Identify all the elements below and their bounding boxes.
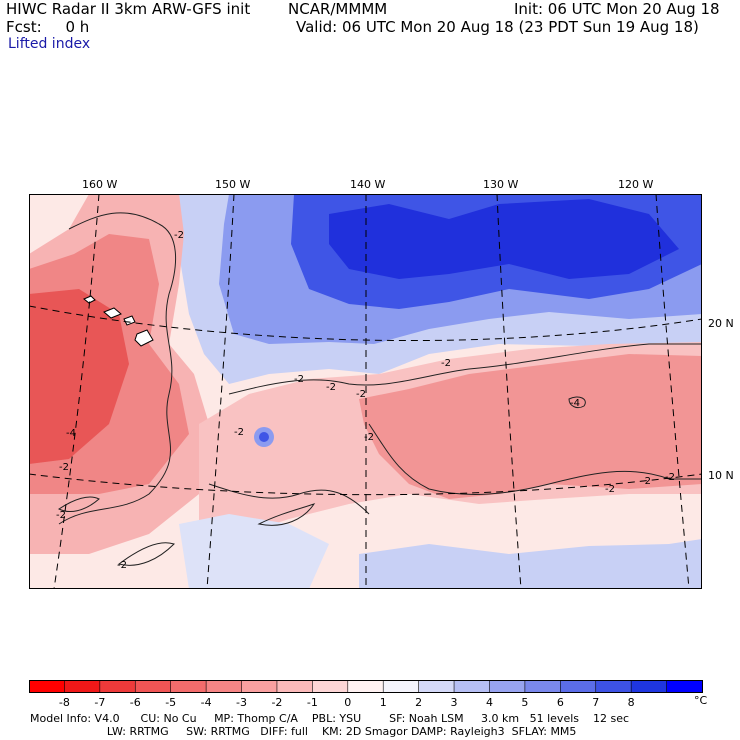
map-frame (29, 194, 702, 589)
contour-label: -4 (570, 398, 580, 409)
colorbar-tick-label: 1 (379, 696, 387, 709)
colorbar-cell (206, 680, 243, 693)
colorbar-tick-label: -8 (58, 696, 70, 709)
colorbar-tick-label: 0 (344, 696, 352, 709)
colorbar-cell (276, 680, 313, 693)
colorbar-tick-label: 8 (627, 696, 635, 709)
contour-label: -2 (605, 484, 615, 495)
contour-label: -2 (641, 476, 651, 487)
contour-label: -2 (364, 432, 374, 443)
valid-time: Valid: 06 UTC Mon 20 Aug 18 (23 PDT Sun … (296, 18, 699, 36)
colorbar-tick-label: 3 (450, 696, 458, 709)
colorbar-cell (524, 680, 561, 693)
lon-label-130w: 130 W (483, 178, 519, 191)
lifted-index-map: -2 -2 -2 -2 -2 -2 -2 -2 -2 -2 -4 -4 -2 -… (29, 194, 702, 589)
source-label: NCAR/MMMM (288, 0, 388, 18)
stable-region-south (359, 539, 702, 589)
unstable-region-west-deep (29, 289, 129, 464)
init-time: Init: 06 UTC Mon 20 Aug 18 (514, 0, 720, 18)
colorbar-cell (595, 680, 632, 693)
lon-label-120w: 120 W (618, 178, 654, 191)
colorbar-tick-label: 4 (485, 696, 493, 709)
colorbar-cell (347, 680, 384, 693)
colorbar-cell (666, 680, 703, 693)
lon-label-140w: 140 W (350, 178, 386, 191)
contour-label: -2 (117, 560, 127, 571)
colorbar-cell (454, 680, 490, 693)
graticule (29, 194, 702, 589)
field-name: Lifted index (8, 36, 91, 52)
colorbar-cell (135, 680, 172, 693)
colorbar-cell (489, 680, 526, 693)
contour-label: -2 (356, 389, 366, 400)
colorbar-tick-label: -6 (129, 696, 141, 709)
colorbar-cell (241, 680, 278, 693)
lon-label-160w: 160 W (82, 178, 118, 191)
colorbar-tick-label: -1 (306, 696, 318, 709)
colorbar-tick-label: 7 (592, 696, 600, 709)
colorbar-cell (418, 680, 455, 693)
stable-region-core (329, 199, 679, 279)
colorbar-cell (99, 680, 136, 693)
colorbar (29, 680, 703, 693)
contour-label: -2 (174, 230, 184, 241)
contour-label: -4 (66, 428, 76, 439)
colorbar-tick-label: -4 (200, 696, 212, 709)
lat-label-10n: 10 N (708, 469, 734, 482)
forecast-hour: Fcst: 0 h (6, 18, 90, 36)
colorbar-cell (170, 680, 207, 693)
contour-label: -2 (294, 374, 304, 385)
contour-label: -2 (56, 510, 66, 521)
colorbar-cell (312, 680, 349, 693)
stable-region-south-west (179, 514, 329, 589)
colorbar-tick-label: 2 (415, 696, 423, 709)
colorbar-cell (631, 680, 668, 693)
hawaiian-islands (83, 295, 154, 347)
colorbar-tick-label: -2 (271, 696, 283, 709)
colorbar-cell (560, 680, 597, 693)
unstable-band (359, 354, 702, 499)
colorbar-cell (64, 680, 101, 693)
contour-label: -2 (59, 462, 69, 473)
stable-spot-core (259, 432, 269, 442)
contour-label: -2 (234, 427, 244, 438)
contour-label: -2 (441, 358, 451, 369)
model-info-line2: LW: RRTMG SW: RRTMG DIFF: full KM: 2D Sm… (30, 725, 577, 738)
colorbar-tick-label: -7 (94, 696, 106, 709)
contour-label: -2 (326, 382, 336, 393)
colorbar-tick-label: -5 (165, 696, 177, 709)
colorbar-tick-label: 6 (556, 696, 564, 709)
colorbar-cell (383, 680, 420, 693)
model-info-line1: Model Info: V4.0 CU: No Cu MP: Thomp C/A… (30, 712, 630, 725)
colorbar-unit: °C (694, 694, 708, 707)
contour-label: -2 (665, 472, 675, 483)
chart-title: HIWC Radar II 3km ARW-GFS init (6, 0, 251, 18)
lon-label-150w: 150 W (215, 178, 251, 191)
colorbar-tick-label: 5 (521, 696, 529, 709)
colorbar-tick-label: -3 (236, 696, 247, 709)
lat-label-20n: 20 N (708, 317, 734, 330)
colorbar-cell (29, 680, 65, 693)
